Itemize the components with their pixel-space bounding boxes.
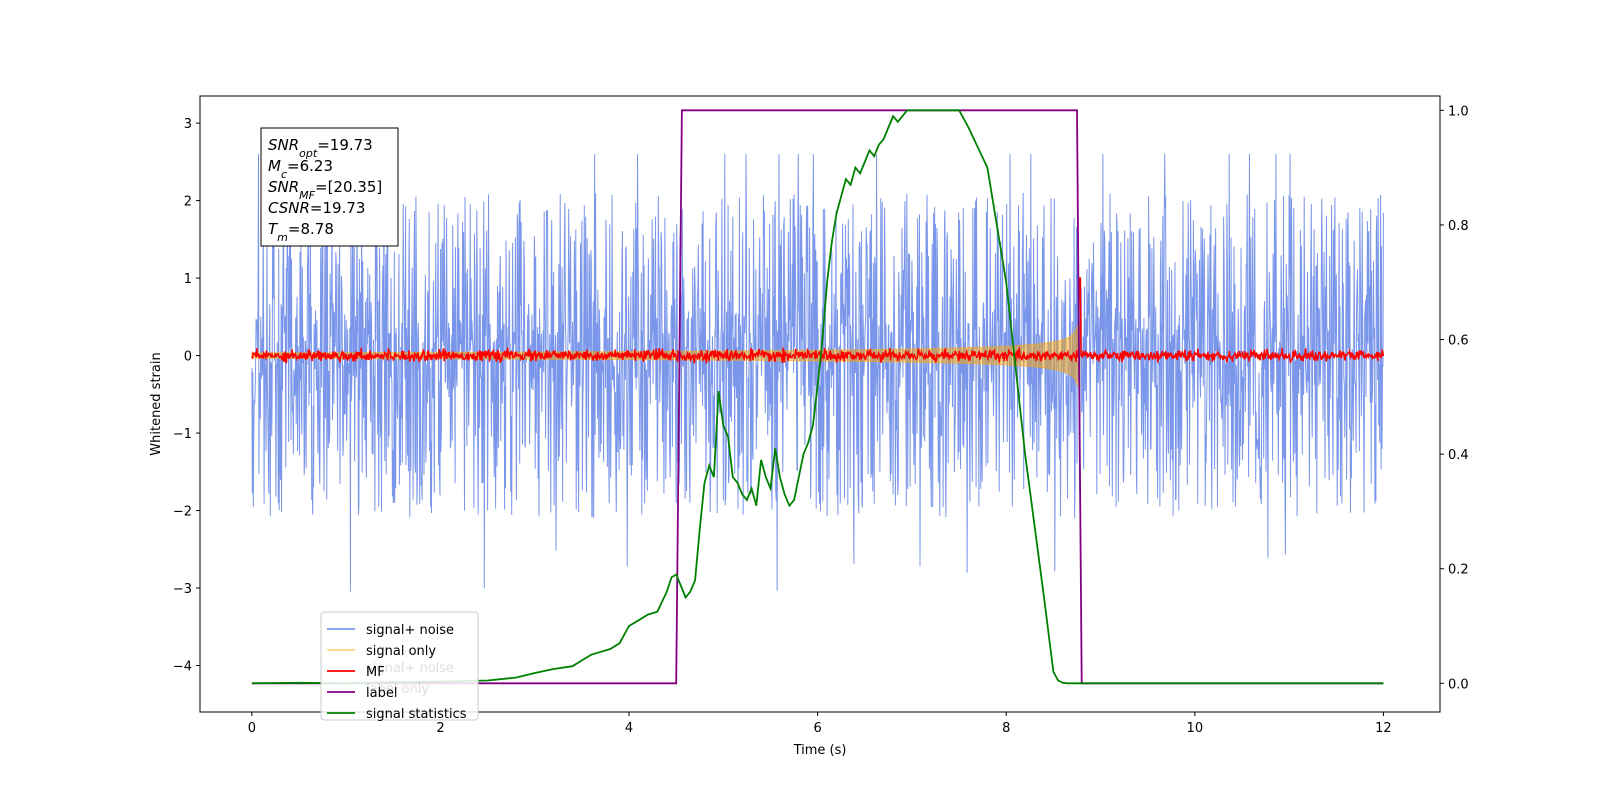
x-tick-label: 4 bbox=[625, 721, 633, 736]
legend-label: signal only bbox=[366, 644, 436, 659]
legend-item-signal-noise: signal+ noise bbox=[327, 623, 454, 638]
legend: signal+ noise label only signal+ noise sig… bbox=[320, 611, 479, 722]
x-tick-label: 12 bbox=[1375, 721, 1392, 736]
legend-label: label bbox=[366, 686, 397, 701]
y-tick-label: −2 bbox=[173, 505, 192, 520]
x-axis-title: Time (s) bbox=[793, 743, 847, 758]
series-layer bbox=[251, 109, 1385, 685]
y-axis-left: −4 −3 −2 −1 0 1 2 3 bbox=[173, 117, 200, 675]
annotation-line: CSNR=19.73 bbox=[268, 199, 365, 217]
plot-frame bbox=[199, 95, 1441, 713]
x-tick-label: 10 bbox=[1187, 721, 1204, 736]
x-axis: 0 2 4 6 8 10 12 bbox=[248, 712, 1392, 736]
annotation-line: SNRMF=[20.35] bbox=[268, 178, 382, 202]
legend-ghost-label: label only bbox=[366, 682, 429, 697]
annotation-line: Mc=6.23 bbox=[268, 157, 333, 181]
series-signal-statistics-line bbox=[251, 109, 1384, 685]
y-right-tick-label: 0.4 bbox=[1448, 448, 1469, 463]
series-mf-line bbox=[251, 277, 1385, 364]
y-tick-label: −4 bbox=[173, 660, 192, 675]
y-right-tick-label: 0.0 bbox=[1448, 677, 1469, 692]
y-tick-label: 0 bbox=[184, 350, 192, 365]
x-tick-label: 6 bbox=[814, 721, 822, 736]
legend-label: signal statistics bbox=[366, 707, 467, 722]
y-right-tick-label: 0.6 bbox=[1448, 334, 1469, 349]
legend-item-mf: MF bbox=[327, 665, 385, 680]
y-axis-right: 0.0 0.2 0.4 0.6 0.8 1.0 bbox=[1440, 104, 1469, 692]
y-tick-label: 1 bbox=[184, 272, 192, 287]
y-right-tick-label: 1.0 bbox=[1448, 104, 1469, 119]
legend-label: signal+ noise bbox=[366, 623, 454, 638]
legend-ghost-label: signal+ noise bbox=[366, 661, 454, 676]
annotation-box: SNRopt=19.73Mc=6.23SNRMF=[20.35]CSNR=19.… bbox=[260, 127, 399, 247]
x-tick-label: 2 bbox=[436, 721, 444, 736]
legend-label: MF bbox=[366, 665, 385, 680]
legend-item-signal-statistics: signal statistics bbox=[327, 707, 467, 722]
annotation-line: SNRopt=19.73 bbox=[268, 136, 373, 160]
y-tick-label: −1 bbox=[173, 427, 192, 442]
x-tick-label: 0 bbox=[248, 721, 256, 736]
x-tick-label: 8 bbox=[1002, 721, 1010, 736]
y-right-tick-label: 0.2 bbox=[1448, 563, 1469, 578]
y-tick-label: 2 bbox=[184, 195, 192, 210]
legend-item-label: label bbox=[327, 686, 397, 701]
annotation-line: Tm=8.78 bbox=[268, 220, 334, 244]
y-axis-title: Whitened strain bbox=[149, 352, 164, 455]
y-right-tick-label: 0.8 bbox=[1448, 219, 1469, 234]
legend-item-signal-only: signal only bbox=[327, 644, 436, 659]
y-tick-label: 3 bbox=[184, 117, 192, 132]
y-tick-label: −3 bbox=[173, 582, 192, 597]
